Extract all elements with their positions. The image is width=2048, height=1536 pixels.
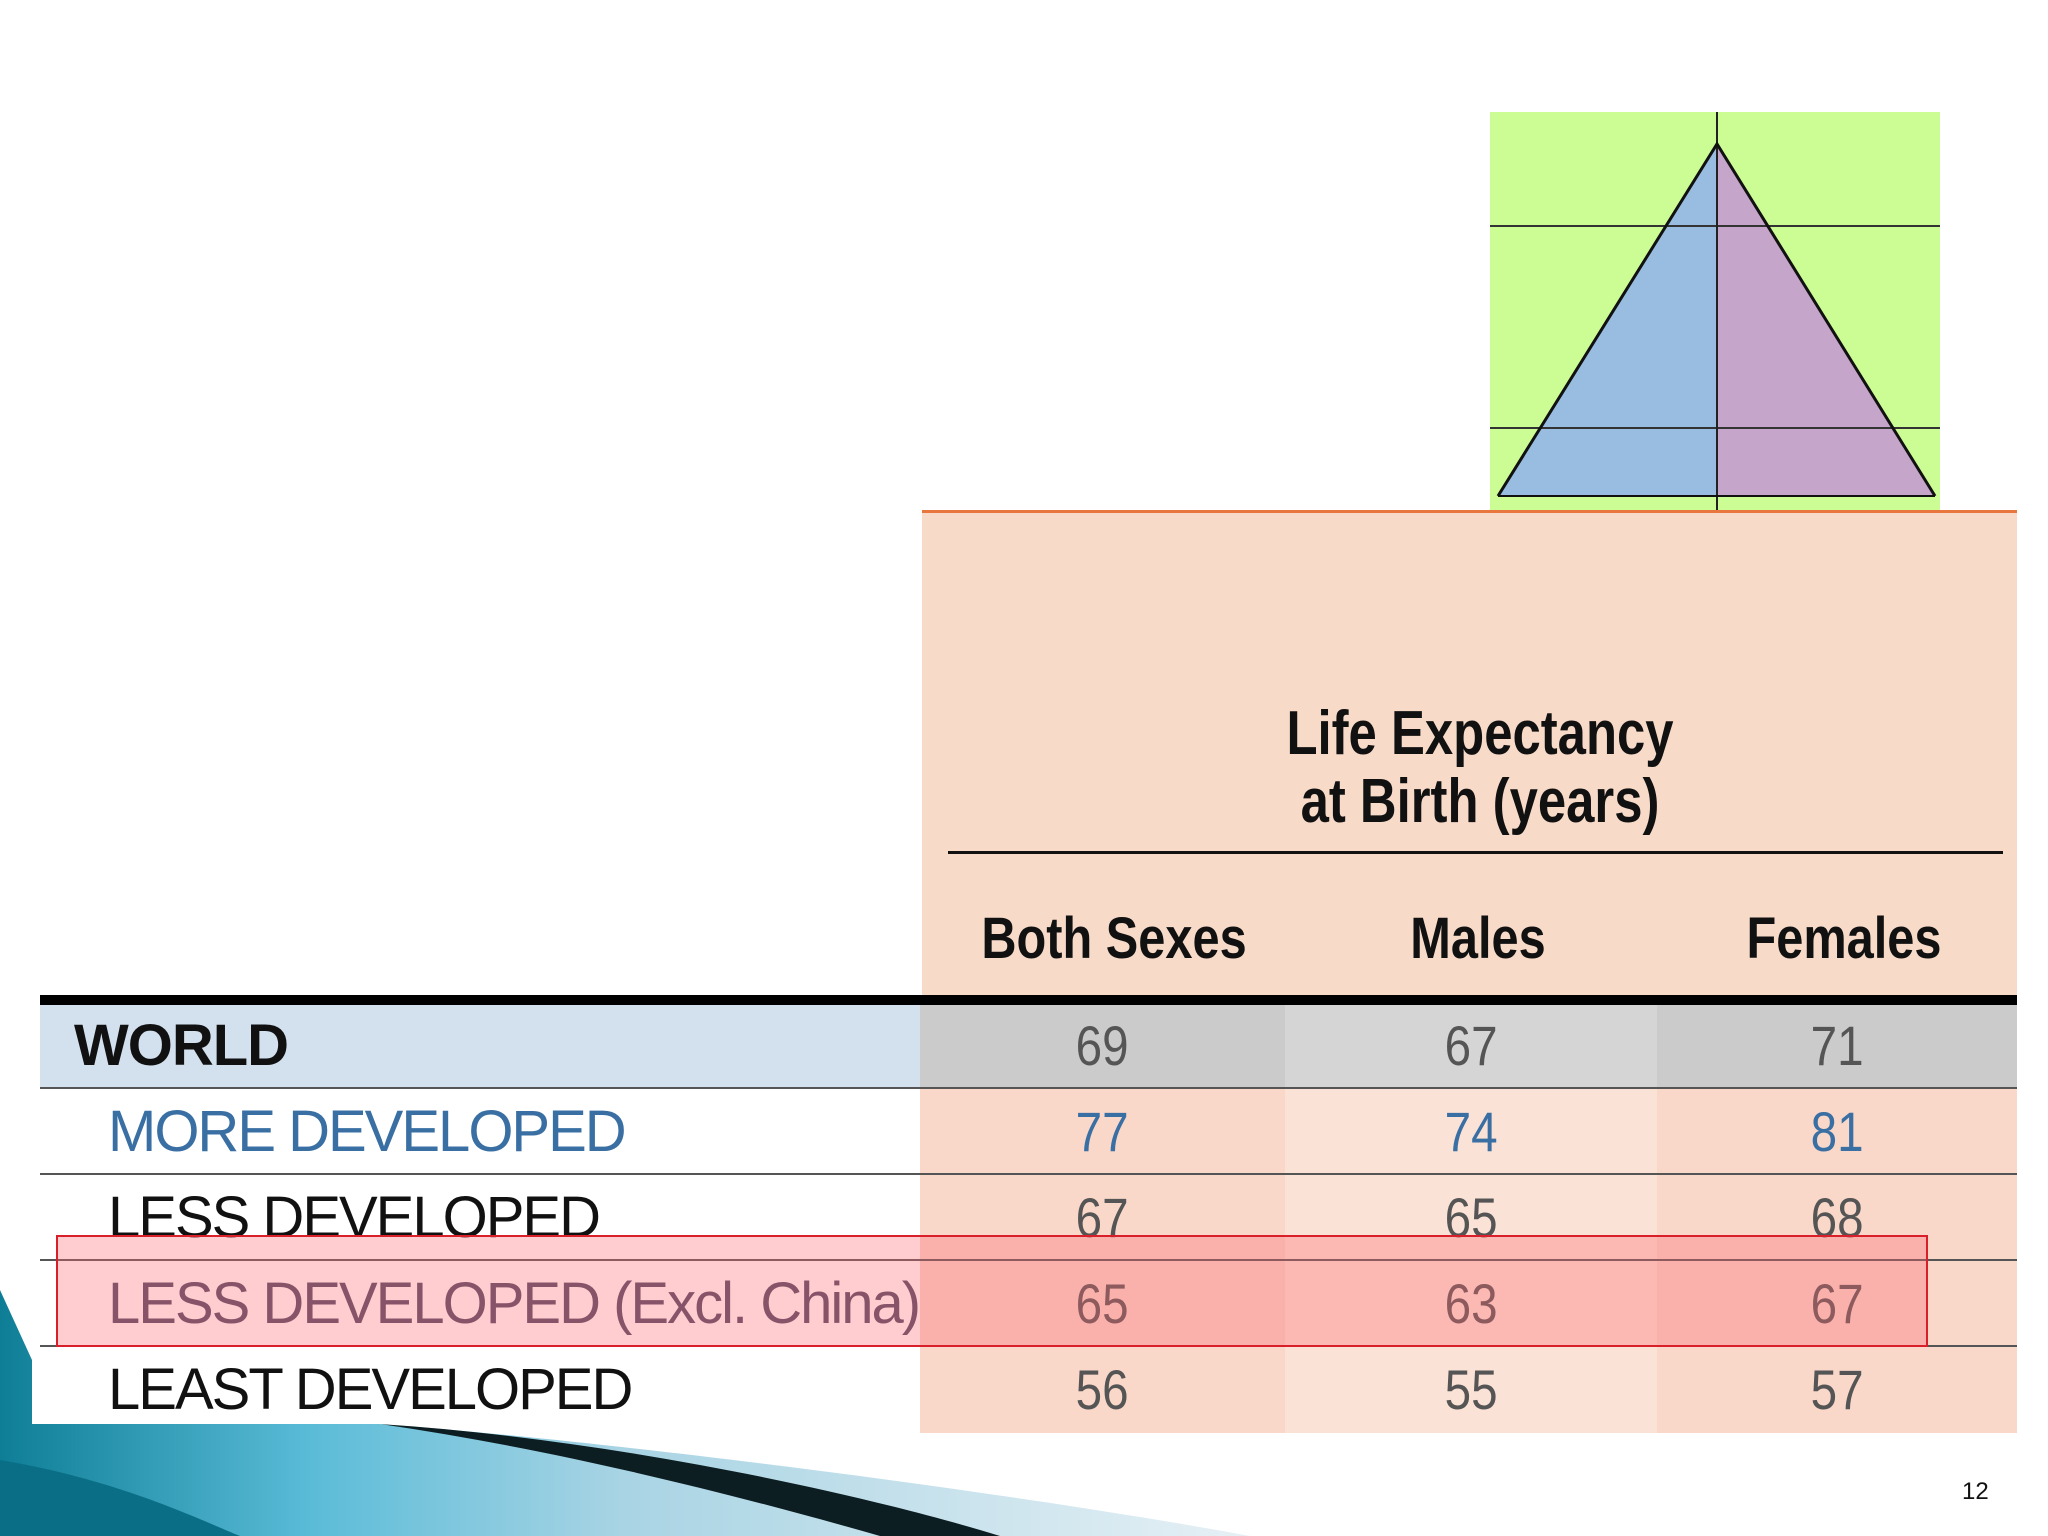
cell-females: 67 <box>1657 1261 2017 1347</box>
cell-both-sexes: 67 <box>920 1175 1285 1261</box>
cell-both-sexes: 77 <box>920 1089 1285 1175</box>
cell-males: 63 <box>1285 1261 1657 1347</box>
column-header-females: Females <box>1746 906 1942 971</box>
table-row-less-developed: LESS DEVELOPED 67 65 68 <box>40 1175 2017 1261</box>
row-label: LEAST DEVELOPED <box>108 1357 633 1422</box>
column-group-title-line-1: Life Expectancy <box>1286 699 1674 768</box>
title-underline <box>948 851 2003 854</box>
population-pyramid-icon <box>1490 112 1940 510</box>
table-row-more-developed: MORE DEVELOPED 77 74 81 <box>40 1089 2017 1175</box>
column-header-males: Males <box>1410 906 1546 971</box>
cell-females: 71 <box>1657 1003 2017 1089</box>
cell-females: 68 <box>1657 1175 2017 1261</box>
column-group-title: Life Expectancy at Birth (years) <box>1234 700 1726 836</box>
cell-males: 55 <box>1285 1347 1657 1433</box>
column-header-both-sexes: Both Sexes <box>981 906 1247 971</box>
row-label: LESS DEVELOPED (Excl. China) <box>108 1271 921 1336</box>
cell-both-sexes: 56 <box>920 1347 1285 1433</box>
cell-females: 57 <box>1657 1347 2017 1433</box>
row-label: MORE DEVELOPED <box>108 1099 627 1164</box>
row-label: LESS DEVELOPED <box>108 1185 601 1250</box>
cell-males: 67 <box>1285 1003 1657 1089</box>
cell-males: 74 <box>1285 1089 1657 1175</box>
cell-both-sexes: 69 <box>920 1003 1285 1089</box>
table-header-panel <box>922 510 2017 1001</box>
cell-females: 81 <box>1657 1089 2017 1175</box>
column-group-title-line-2: at Birth (years) <box>1300 767 1660 836</box>
highlight-box <box>56 1235 1928 1347</box>
cell-males: 65 <box>1285 1175 1657 1261</box>
table-row-less-developed-excl-china: LESS DEVELOPED (Excl. China) 65 63 67 <box>40 1261 2017 1347</box>
page-number: 12 <box>1962 1478 1989 1505</box>
table-row-least-developed: LEAST DEVELOPED 56 55 57 <box>40 1347 2017 1433</box>
cell-both-sexes: 65 <box>920 1261 1285 1347</box>
table-row-world: WORLD 69 67 71 <box>40 1003 2017 1089</box>
table-top-rule <box>40 995 2017 1005</box>
row-label: WORLD <box>74 1013 289 1078</box>
